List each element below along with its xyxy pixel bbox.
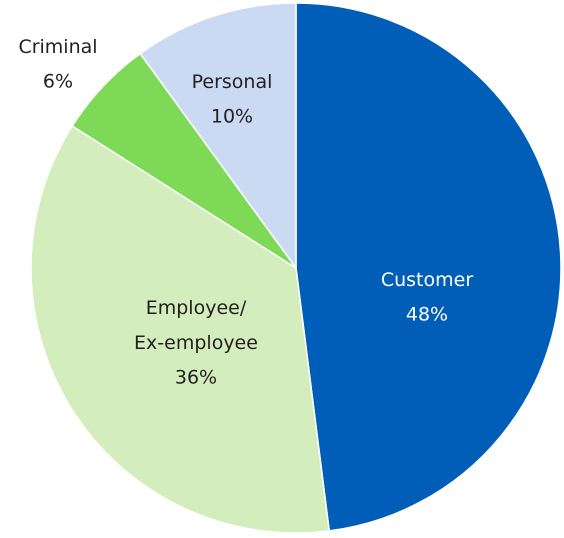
slice-value-label: 48% xyxy=(406,304,448,326)
slice-value-label: 36% xyxy=(175,367,217,389)
slice-label: Employee/Ex-employee xyxy=(134,297,258,354)
slice-label: Personal xyxy=(192,71,273,93)
slice-value-label: 10% xyxy=(211,106,253,128)
pie-slice xyxy=(139,2,297,271)
slice-value-label: 6% xyxy=(43,71,73,93)
slice-label: Criminal xyxy=(18,36,97,58)
slice-label: Customer xyxy=(381,269,473,291)
pie-slice xyxy=(295,2,562,532)
pie-slice xyxy=(30,124,331,534)
